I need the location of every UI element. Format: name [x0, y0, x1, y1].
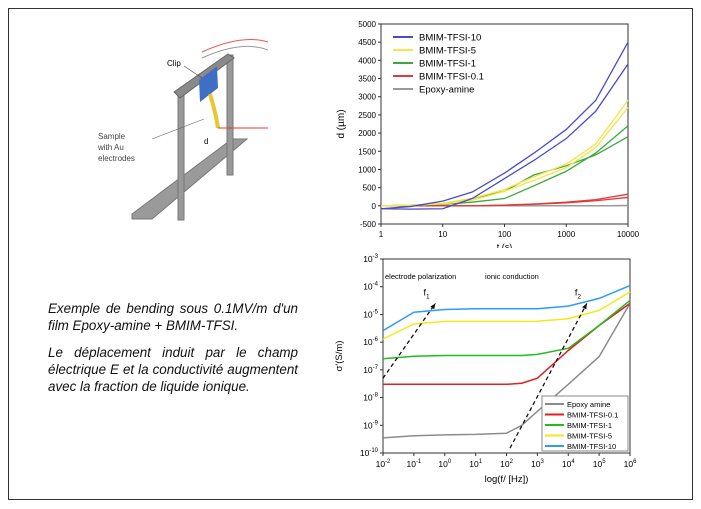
legend-box	[541, 395, 629, 452]
conductivity-chart: 10-10 10-9 10-8 10-7 10-6 10-5 10-4 10-3 10-2 10-…	[334, 254, 637, 485]
d-label: d	[204, 137, 208, 146]
arrowhead-f1	[430, 303, 436, 310]
clip	[199, 66, 218, 102]
dashed-arrow-f1	[382, 303, 436, 379]
x-axis-label: t (s)	[497, 242, 513, 248]
y-tick-label: 3000	[358, 93, 376, 102]
caption: Exemple de bending sous 0.1MV/m d'un fil…	[48, 300, 298, 405]
sample-strip	[208, 93, 220, 129]
wire-red	[201, 39, 268, 53]
arrowhead-f2	[582, 303, 587, 310]
annotation-electrode-polarization: electrode polarization	[385, 272, 456, 281]
x-tick-label: 10-1	[406, 459, 421, 469]
x-tick-label: 1000	[557, 230, 575, 239]
clip-pointer	[183, 65, 203, 79]
legend-label: BMIM-TFSI-10	[419, 33, 481, 44]
legend-label: Epoxy-amine	[419, 85, 474, 96]
y-tick-label: 3500	[358, 75, 376, 84]
slide-frame	[8, 8, 693, 500]
legend-label: Epoxy amine	[567, 400, 610, 409]
series-line-bmim-tfsi-5	[382, 291, 631, 340]
y-tick-label: 1500	[358, 147, 376, 156]
sample-label: Sample with Au electrodes	[97, 132, 135, 163]
sample-pointer	[151, 118, 205, 140]
y-axis-label: d (µm)	[336, 109, 347, 138]
y-tick-label: 10-4	[363, 282, 378, 292]
y-tick-label: 4500	[358, 38, 376, 47]
x-tick-label: 104	[562, 459, 575, 469]
x-tick-label: 103	[531, 459, 544, 469]
stand-base	[131, 138, 249, 220]
series-line-bmim-tfsi-0.1	[381, 196, 629, 207]
legend-label: BMIM-TFSI-0.1	[567, 411, 618, 420]
y-tick-label: 2500	[358, 111, 376, 120]
y-tick-label: 10-10	[360, 448, 379, 458]
x-axis-label: log(f/ [Hz])	[485, 474, 529, 485]
x-tick-label: 102	[500, 459, 513, 469]
legend-label: BMIM-TFSI-1	[419, 59, 476, 70]
x-tick-label: 105	[593, 459, 606, 469]
y-tick-label: 10-3	[363, 254, 378, 264]
x-tick-label: 1	[379, 230, 384, 239]
dashed-arrow-f2	[509, 303, 588, 449]
y-tick-label: -500	[360, 220, 377, 229]
y-tick-label: 10-5	[363, 309, 378, 319]
annotation-f1: f1	[423, 287, 430, 300]
y-tick-label: 2000	[358, 129, 376, 138]
x-tick-label: 100	[498, 230, 512, 239]
caption-paragraph-2: Le déplacement induit par le champ élect…	[48, 345, 298, 394]
wire-gray	[201, 45, 268, 59]
series-line-bmim-tfsi-10	[382, 284, 631, 332]
y-tick-label: 0	[372, 202, 377, 211]
y-tick-label: 4000	[358, 56, 376, 65]
bending-setup-illustration: Clip Sample with Au electrodes d	[97, 39, 268, 221]
legend-label: BMIM-TFSI-10	[567, 442, 616, 451]
annotation-ionic-conduction: ionic conduction	[485, 272, 539, 281]
series-line-epoxy-amine	[382, 303, 631, 439]
stand-post-right	[226, 54, 234, 176]
legend-label: BMIM-TFSI-0.1	[419, 72, 484, 83]
y-tick-label: 500	[363, 184, 377, 193]
y-tick-label: 10-9	[363, 420, 378, 430]
x-tick-label: 10-2	[376, 459, 391, 469]
annotation-f2: f2	[575, 287, 582, 300]
series-line-bmim-tfsi-10	[380, 63, 629, 210]
stand-crossbar	[173, 53, 235, 99]
y-tick-label: 10-6	[363, 337, 378, 347]
y-tick-label: 5000	[358, 20, 376, 29]
legend-label: BMIM-TFSI-5	[419, 46, 476, 57]
series-line-bmim-tfsi-10	[380, 41, 629, 210]
y-tick-label: 1000	[358, 165, 376, 174]
displacement-chart: -500 0 500 1000 1500 2000 2500 3000 3500 4000 4500…	[336, 20, 640, 248]
y-tick-label: 10-8	[363, 393, 378, 403]
x-tick-label: 101	[469, 459, 482, 469]
x-tick-label: 100	[438, 459, 451, 469]
series-line-bmim-tfsi-0.1	[383, 302, 631, 386]
stand-post-left	[177, 91, 185, 221]
x-tick-label: 10	[438, 230, 447, 239]
clip-label: Clip	[167, 59, 181, 68]
x-tick-label: 106	[624, 459, 637, 469]
x-tick-label: 10000	[617, 230, 640, 239]
caption-paragraph-1: Exemple de bending sous 0.1MV/m d'un fil…	[48, 301, 298, 333]
y-axis-label: σ'(S/m)	[334, 341, 345, 372]
series-line-bmim-tfsi-1	[382, 299, 631, 360]
y-tick-label: 10-7	[363, 365, 378, 375]
legend-label: BMIM-TFSI-5	[567, 432, 612, 441]
legend-label: BMIM-TFSI-1	[567, 421, 612, 430]
